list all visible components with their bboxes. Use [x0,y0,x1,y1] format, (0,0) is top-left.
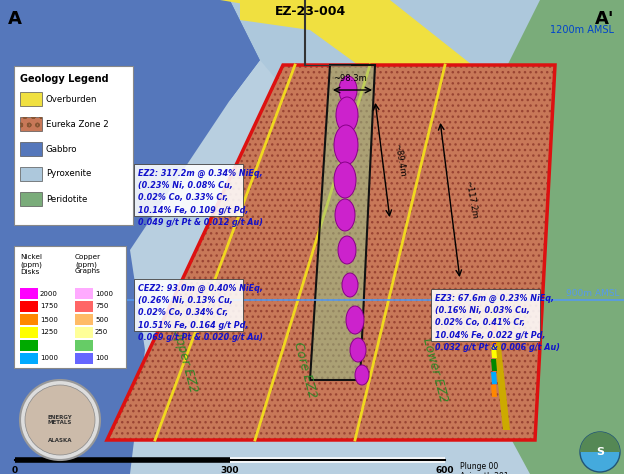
Bar [20,92,42,106]
Polygon shape [491,333,497,345]
Polygon shape [491,385,497,397]
Polygon shape [0,0,260,474]
Polygon shape [490,310,510,430]
Bar [20,117,42,131]
Polygon shape [240,0,470,110]
Text: 300: 300 [221,466,239,474]
Ellipse shape [346,306,364,334]
Text: 1500: 1500 [40,317,58,322]
Text: 600: 600 [436,466,454,474]
Polygon shape [470,0,624,474]
Text: Upper EZ2: Upper EZ2 [170,326,200,394]
Bar [75,353,93,364]
Text: CEZ2: 93.0m @ 0.40% NiEq,
(0.26% Ni, 0.13% Cu,
0.02% Co, 0.34% Cr,
10.51% Fe, 0.: CEZ2: 93.0m @ 0.40% NiEq, (0.26% Ni, 0.1… [138,284,263,342]
Ellipse shape [339,76,357,104]
Ellipse shape [338,236,356,264]
Polygon shape [491,346,497,358]
Text: 1200m AMSL: 1200m AMSL [550,25,614,35]
Bar [75,340,93,351]
Polygon shape [530,280,610,474]
Text: EZ2: 317.2m @ 0.34% NiEq,
(0.23% Ni, 0.08% Cu,
0.02% Co, 0.33% Cr,
10.14% Fe, 0.: EZ2: 317.2m @ 0.34% NiEq, (0.23% Ni, 0.0… [138,169,263,227]
Text: Core EZ2: Core EZ2 [291,340,319,400]
Circle shape [20,380,100,460]
Ellipse shape [335,199,355,231]
Bar [20,314,38,325]
Polygon shape [240,0,470,110]
Bar [20,167,42,181]
Polygon shape [491,320,497,332]
Ellipse shape [342,273,358,297]
Text: 250: 250 [95,329,108,336]
Text: ~117.2m: ~117.2m [463,180,479,220]
Ellipse shape [355,365,369,385]
Text: 750: 750 [95,303,109,310]
Text: 1000: 1000 [40,356,58,362]
FancyBboxPatch shape [431,289,540,341]
Ellipse shape [336,97,358,133]
Text: Pyroxenite: Pyroxenite [46,170,91,179]
Bar [75,327,93,338]
Text: ~89.4m: ~89.4m [392,143,407,177]
Text: S: S [596,447,604,457]
Text: ENERGY
METALS: ENERGY METALS [47,415,72,425]
FancyBboxPatch shape [134,164,243,217]
Bar [20,117,42,131]
Text: A: A [8,10,22,28]
Text: 1000: 1000 [95,291,113,297]
Polygon shape [491,372,497,384]
Text: Nickel
(ppm)
Disks: Nickel (ppm) Disks [20,254,42,274]
Polygon shape [220,0,510,115]
Text: ALASKA: ALASKA [48,438,72,443]
Text: A': A' [595,10,614,28]
Bar [20,301,38,312]
Polygon shape [491,359,497,371]
Wedge shape [580,432,620,452]
Bar [75,301,93,312]
Bar [20,142,42,156]
Bar [75,314,93,325]
FancyBboxPatch shape [134,279,243,331]
Text: 2000: 2000 [40,291,58,297]
Text: Eureka Zone 2: Eureka Zone 2 [46,119,109,128]
Text: Geology Legend: Geology Legend [20,74,109,84]
Bar [20,288,38,299]
Polygon shape [0,0,260,200]
Bar [75,288,93,299]
Polygon shape [500,0,624,150]
Text: EZ3: 67.6m @ 0.23% NiEq,
(0.16% Ni, 0.03% Cu,
0.02% Co, 0.41% Cr,
10.04% Fe, 0.0: EZ3: 67.6m @ 0.23% NiEq, (0.16% Ni, 0.03… [435,294,560,352]
Circle shape [25,385,95,455]
FancyBboxPatch shape [14,246,126,368]
Text: ~98.3m: ~98.3m [333,74,367,83]
Ellipse shape [350,338,366,362]
Text: 1750: 1750 [40,303,58,310]
Text: Plunge 00
Azimuth 291: Plunge 00 Azimuth 291 [460,462,509,474]
Text: 1250: 1250 [40,329,58,336]
Polygon shape [550,0,624,220]
Bar [20,192,42,206]
Bar [20,340,38,351]
Polygon shape [107,65,555,440]
Text: 100: 100 [95,356,109,362]
Text: EZ-23-004: EZ-23-004 [275,5,346,18]
FancyBboxPatch shape [14,66,133,225]
Text: Overburden: Overburden [46,94,97,103]
Text: Peridotite: Peridotite [46,194,87,203]
Bar [20,353,38,364]
Text: 0: 0 [12,466,18,474]
Ellipse shape [334,162,356,198]
Text: Gabbro: Gabbro [46,145,77,154]
Circle shape [580,432,620,472]
Polygon shape [310,65,375,380]
Ellipse shape [334,125,358,165]
Text: 900m AMSL: 900m AMSL [565,289,619,298]
Text: Copper
(ppm)
Graphs: Copper (ppm) Graphs [75,254,101,274]
Bar [20,327,38,338]
Polygon shape [230,0,560,120]
Text: 500: 500 [95,317,109,322]
Text: Lower EZ2: Lower EZ2 [420,337,450,404]
